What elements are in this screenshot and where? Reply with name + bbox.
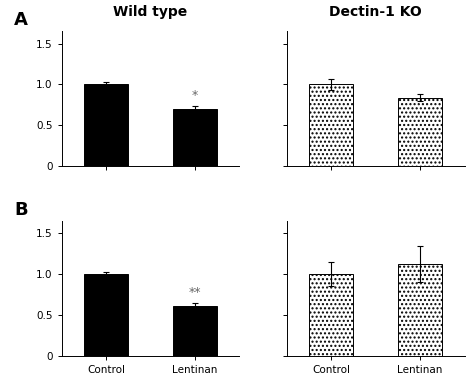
Text: Wild type: Wild type	[113, 5, 188, 19]
Bar	[173, 306, 217, 356]
Bar	[309, 274, 354, 356]
Text: B: B	[14, 201, 28, 219]
Text: Dectin-1 KO: Dectin-1 KO	[329, 5, 422, 19]
Bar	[84, 84, 128, 166]
Text: A: A	[14, 11, 28, 29]
Bar	[84, 274, 128, 356]
Bar	[398, 264, 442, 356]
Text: **: **	[189, 286, 201, 300]
Bar	[173, 109, 217, 166]
Text: *: *	[192, 89, 198, 102]
Bar	[309, 84, 354, 166]
Bar	[398, 97, 442, 166]
